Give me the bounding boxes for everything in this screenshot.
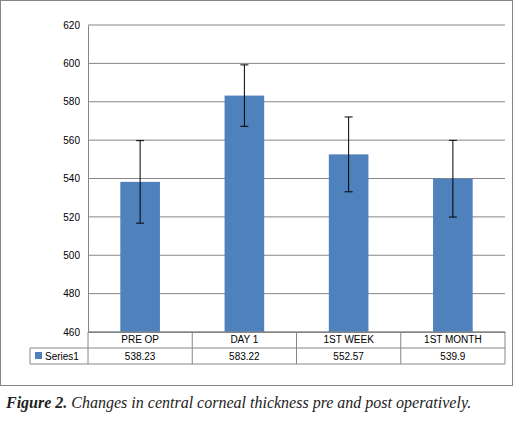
x-axis: PRE OP DAY 1 1ST WEEK 1ST MONTH bbox=[89, 332, 506, 345]
y-tick: 560 bbox=[63, 135, 88, 146]
table-line bbox=[400, 332, 401, 364]
table-line bbox=[505, 332, 506, 364]
x-tick: PRE OP bbox=[121, 332, 159, 345]
y-tick: 460 bbox=[63, 327, 88, 338]
data-label: 539.9 bbox=[440, 351, 465, 362]
y-tick: 600 bbox=[63, 58, 88, 69]
data-table: Series1 538.23 583.22 552.57 539.9 bbox=[30, 332, 505, 364]
y-tick-label: 500 bbox=[63, 250, 80, 261]
y-tick: 520 bbox=[63, 212, 88, 223]
table-line bbox=[30, 348, 31, 364]
error-bar bbox=[345, 117, 353, 192]
y-tick-label: 620 bbox=[63, 20, 80, 31]
x-tick-label: DAY 1 bbox=[230, 334, 258, 345]
plot-area bbox=[120, 65, 472, 332]
y-tick: 500 bbox=[63, 250, 88, 261]
x-tick: 1ST MONTH bbox=[424, 332, 482, 345]
grid-line bbox=[88, 63, 505, 64]
y-tick-label: 600 bbox=[63, 58, 80, 69]
y-tick-label: 520 bbox=[63, 212, 80, 223]
x-axis-line bbox=[89, 332, 506, 333]
x-tick-label: PRE OP bbox=[121, 334, 159, 345]
data-label: 583.22 bbox=[229, 351, 260, 362]
data-label: 538.23 bbox=[125, 351, 156, 362]
chart: 460 480 500 520 540 560 580 600 620 Series1 538.23… bbox=[0, 0, 520, 441]
grid-line bbox=[88, 25, 505, 26]
legend-key bbox=[35, 352, 42, 359]
caption-label: Figure 2. bbox=[6, 394, 67, 411]
y-tick-label: 540 bbox=[63, 173, 80, 184]
y-tick-label: 580 bbox=[63, 96, 80, 107]
error-bars bbox=[136, 65, 457, 223]
grid bbox=[88, 25, 505, 332]
error-bar bbox=[240, 65, 248, 126]
grid-line bbox=[88, 332, 505, 333]
error-bar bbox=[136, 141, 144, 224]
y-tick-label: 560 bbox=[63, 135, 80, 146]
legend-label: Series1 bbox=[45, 351, 79, 362]
caption-text: Changes in central corneal thickness pre… bbox=[71, 394, 471, 411]
chart-border bbox=[1, 1, 513, 386]
table-line bbox=[88, 332, 89, 364]
table-line bbox=[88, 332, 505, 333]
x-tick-label: 1ST MONTH bbox=[424, 334, 482, 345]
grid-line bbox=[88, 101, 505, 102]
caption: Figure 2. Changes in central corneal thi… bbox=[6, 392, 512, 414]
x-tick-label: 1ST WEEK bbox=[323, 334, 374, 345]
y-axis: 460 480 500 520 540 560 580 600 620 bbox=[63, 20, 88, 338]
y-tick: 620 bbox=[63, 20, 88, 31]
y-tick-label: 460 bbox=[63, 327, 80, 338]
table-line bbox=[30, 348, 505, 349]
y-tick-label: 480 bbox=[63, 288, 80, 299]
table-line bbox=[192, 332, 193, 364]
data-label: 552.57 bbox=[333, 351, 364, 362]
y-tick: 480 bbox=[63, 288, 88, 299]
y-axis-line bbox=[88, 26, 89, 333]
y-tick: 540 bbox=[63, 173, 88, 184]
y-tick: 580 bbox=[63, 96, 88, 107]
grid-line bbox=[88, 140, 505, 141]
error-bar bbox=[449, 140, 457, 217]
x-tick: 1ST WEEK bbox=[323, 332, 374, 345]
x-tick: DAY 1 bbox=[230, 332, 258, 345]
table-line bbox=[30, 364, 505, 365]
table-line bbox=[296, 332, 297, 364]
bar bbox=[225, 96, 265, 332]
